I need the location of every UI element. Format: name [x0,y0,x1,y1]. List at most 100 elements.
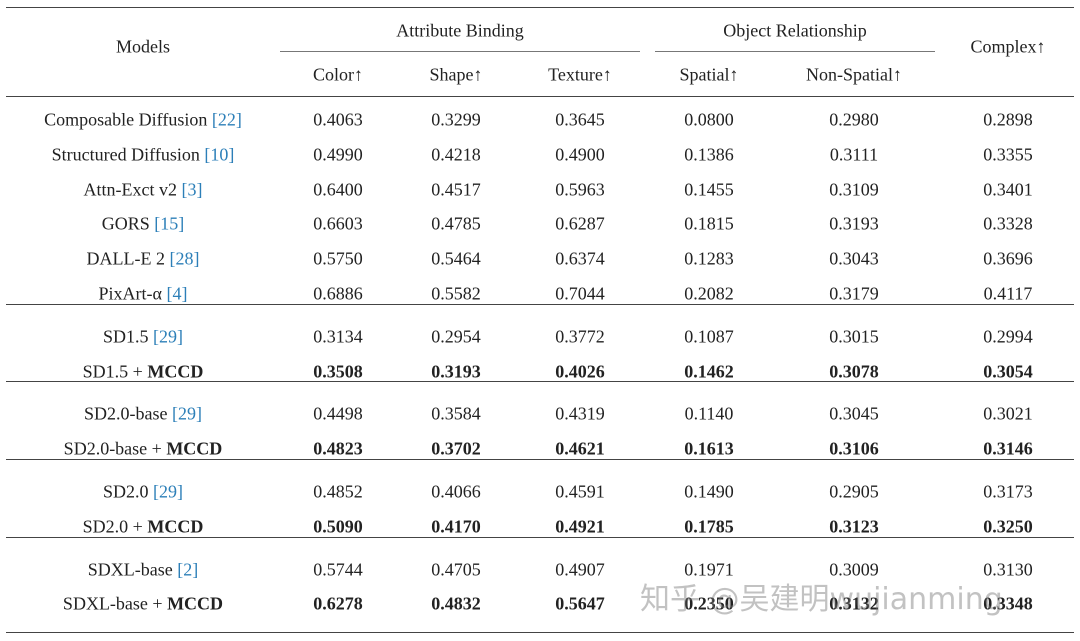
rule [655,51,935,52]
model: Composable Diffusion [44,109,208,130]
score-cell: 0.6278 [313,593,363,614]
score-cell: 0.1455 [684,179,734,200]
score-cell: 0.6886 [313,283,363,304]
model: SDXL-base + [62,593,163,614]
citation: [15] [154,213,185,234]
model-name: SD1.5 [29] [103,326,183,347]
citation: [2] [177,559,199,580]
score-cell: 0.4498 [313,403,363,424]
column-header: Spatial↑ [679,64,739,85]
score-cell: 0.4621 [555,438,605,459]
rule [6,381,1074,383]
citation: [29] [153,326,184,347]
score-cell: 0.4591 [555,481,605,502]
score-cell: 0.4832 [431,593,481,614]
score-cell: 0.4900 [555,144,605,165]
score-cell: 0.3111 [829,144,879,165]
citation: [22] [211,109,242,130]
score-cell: 0.5090 [313,516,363,537]
model-name: PixArt-α [4] [99,284,188,305]
model-name: Composable Diffusion [22] [44,110,242,131]
score-cell: 0.4785 [431,213,481,234]
citation: [28] [169,248,200,269]
score-cell: 0.1785 [684,516,734,537]
score-cell: 0.3009 [829,559,879,580]
model-name: GORS [15] [102,214,185,235]
score-cell: 0.3696 [983,248,1033,269]
score-cell: 0.4026 [555,361,605,382]
score-cell: 0.3772 [555,326,605,347]
score-cell: 0.4907 [555,559,605,580]
column-header: Color↑ [312,64,364,85]
score-cell: 0.4517 [431,179,481,200]
model-name: Attn-Exct v2 [3] [84,179,203,200]
score-cell: 0.3054 [983,361,1033,382]
score-cell: 0.4823 [313,438,363,459]
score-cell: 0.5647 [555,593,605,614]
model: SD2.0-base [84,403,168,424]
score-cell: 0.3348 [983,593,1033,614]
score-cell: 0.7044 [555,283,605,304]
score-cell: 0.2082 [684,283,734,304]
citation: [3] [181,179,203,200]
score-cell: 0.3193 [431,361,481,382]
score-cell: 0.3015 [829,326,879,347]
model-name: Structured Diffusion [10] [52,144,235,165]
rule [280,51,640,52]
method: MCCD [166,438,223,459]
score-cell: 0.1283 [684,248,734,269]
model-name: SD2.0 + MCCD [83,516,204,537]
score-cell: 0.6287 [555,213,605,234]
model: Structured Diffusion [51,144,200,165]
score-cell: 0.2954 [431,326,481,347]
score-cell: 0.3078 [829,361,879,382]
model: SDXL-base [87,559,173,580]
score-cell: 0.5582 [431,283,481,304]
score-cell: 0.5744 [313,559,363,580]
score-cell: 0.3123 [829,516,879,537]
score-cell: 0.3645 [555,109,605,130]
method: MCCD [167,593,224,614]
score-cell: 0.3584 [431,403,481,424]
rule [6,96,1074,97]
score-cell: 0.2898 [983,109,1033,130]
model: PixArt-α [98,283,162,304]
group-header: Attribute Binding [396,20,524,41]
column-header: Texture↑ [548,64,612,85]
watermark: 知乎 @吴建明wujianming [640,582,1003,617]
score-cell: 0.3508 [313,361,363,382]
score-cell: 0.4063 [313,109,363,130]
model: GORS [101,213,150,234]
score-cell: 0.1613 [684,438,734,459]
score-cell: 0.4705 [431,559,481,580]
model: SD1.5 [102,326,149,347]
score-cell: 0.2905 [829,481,879,502]
citation: [29] [172,403,202,424]
score-cell: 0.1140 [684,403,734,424]
rule [6,536,1074,538]
score-cell: 0.3328 [983,213,1033,234]
score-cell: 0.3146 [983,438,1033,459]
rule [6,7,1074,8]
score-cell: 0.1462 [684,361,734,382]
model: SD2.0 + [82,516,143,537]
score-cell: 0.3179 [829,283,879,304]
score-cell: 0.1490 [684,481,734,502]
score-cell: 0.5464 [431,248,481,269]
model-name: DALL-E 2 [28] [87,249,200,270]
score-cell: 0.4066 [431,481,481,502]
score-cell: 0.4319 [555,403,605,424]
score-cell: 0.3109 [829,179,879,200]
model-name: SD2.0 [29] [103,482,183,503]
model-name: SDXL-base [2] [88,559,198,580]
model: SD2.0 [102,481,149,502]
score-cell: 0.3043 [829,248,879,269]
model: SD2.0-base + [63,438,162,459]
model-name: SD2.0-base [29] [84,404,202,425]
score-cell: 0.3250 [983,516,1033,537]
header-cell: Models [116,36,170,57]
score-cell: 0.1087 [684,326,734,347]
method: MCCD [147,516,204,537]
score-cell: 0.1386 [684,144,734,165]
